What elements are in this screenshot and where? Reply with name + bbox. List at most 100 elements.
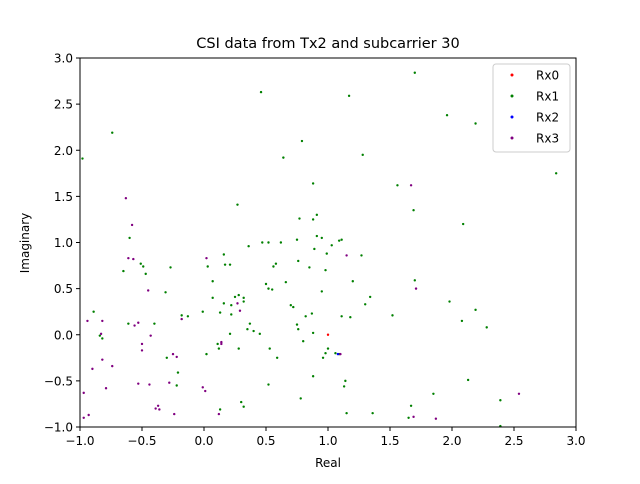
- point-rx3-13: [137, 382, 140, 385]
- point-rx1-9: [361, 153, 364, 157]
- point-rx1-23: [279, 241, 283, 244]
- point-rx1-37: [308, 266, 311, 269]
- x-tick-label: 1.0: [318, 434, 337, 448]
- point-rx1-2: [259, 90, 263, 94]
- point-rx3-1: [130, 223, 134, 227]
- point-rx1-61: [242, 296, 245, 300]
- point-rx1-42: [142, 265, 145, 268]
- point-rx1-0: [81, 157, 84, 160]
- point-rx3-3: [132, 257, 135, 261]
- series-rx2: [336, 352, 340, 356]
- point-rx1-35: [297, 259, 300, 263]
- legend-entry-rx3: Rx3: [510, 132, 559, 146]
- point-rx1-109: [371, 411, 374, 415]
- point-rx1-55: [201, 310, 204, 313]
- point-rx1-70: [310, 312, 314, 315]
- point-rx3-32: [137, 321, 140, 324]
- x-tick-label: 2.0: [442, 434, 461, 448]
- point-rx1-38: [324, 268, 327, 272]
- y-axis-label: Imaginary: [18, 213, 32, 274]
- legend-entries: Rx0 Rx1 Rx2 Rx3: [510, 69, 559, 146]
- point-rx1-43: [144, 272, 147, 276]
- point-rx1-80: [485, 326, 488, 329]
- point-rx1-95: [252, 329, 255, 333]
- point-rx1-11: [396, 184, 399, 187]
- point-rx1-116: [176, 371, 180, 374]
- point-rx1-7: [300, 139, 304, 143]
- point-rx1-65: [267, 287, 270, 290]
- point-rx1-45: [206, 265, 209, 268]
- point-rx1-4: [413, 71, 416, 74]
- point-rx1-99: [302, 340, 305, 343]
- point-rx1-51: [264, 282, 268, 286]
- point-rx1-81: [92, 310, 95, 313]
- point-rx1-113: [466, 378, 470, 382]
- point-rx3-19: [156, 404, 160, 407]
- point-rx1-67: [289, 304, 292, 307]
- x-tick-label: 0.5: [256, 434, 275, 448]
- legend-label: Rx1: [536, 90, 559, 104]
- point-rx1-59: [233, 295, 237, 299]
- legend-label: Rx0: [536, 69, 559, 83]
- point-rx1-24: [295, 238, 299, 241]
- point-rx3-43: [434, 417, 438, 420]
- point-rx1-88: [311, 331, 315, 335]
- point-rx1-31: [325, 252, 328, 255]
- point-rx1-15: [461, 222, 465, 226]
- point-rx3-38: [409, 184, 413, 187]
- point-rx3-37: [238, 309, 242, 312]
- point-rx1-105: [311, 375, 315, 378]
- point-rx1-114: [499, 399, 502, 402]
- point-rx3-22: [173, 412, 176, 416]
- point-rx1-66: [271, 288, 274, 291]
- point-rx1-91: [326, 347, 330, 350]
- y-tick-label: 0.5: [54, 282, 73, 296]
- point-rx1-74: [364, 303, 367, 306]
- point-rx1-100: [218, 408, 222, 411]
- point-rx3-27: [217, 412, 221, 416]
- legend-entry-rx0: Rx0: [510, 69, 559, 83]
- legend-marker: [510, 73, 514, 77]
- point-rx3-17: [149, 334, 152, 337]
- point-rx3-31: [133, 324, 136, 327]
- point-rx0-0: [326, 333, 330, 336]
- point-rx1-62: [242, 300, 245, 303]
- point-rx3-21: [158, 408, 161, 411]
- point-rx3-11: [104, 387, 108, 390]
- point-rx3-28: [86, 319, 89, 323]
- point-rx3-35: [175, 355, 178, 359]
- point-rx1-108: [345, 411, 348, 415]
- point-rx1-103: [267, 383, 270, 386]
- point-rx1-20: [247, 244, 250, 248]
- point-rx1-119: [248, 322, 252, 325]
- point-rx3-44: [517, 392, 521, 395]
- point-rx1-101: [240, 400, 243, 404]
- point-rx1-106: [342, 385, 346, 388]
- point-rx3-16: [140, 342, 144, 346]
- point-rx1-39: [351, 280, 354, 283]
- point-rx1-71: [320, 290, 323, 293]
- point-rx3-10: [101, 358, 104, 361]
- point-rx1-47: [223, 263, 227, 266]
- y-tick-label: 0.0: [54, 328, 73, 342]
- points-layer: [81, 71, 558, 428]
- point-rx1-122: [216, 342, 219, 346]
- point-rx1-92: [334, 352, 337, 355]
- legend-entry-rx1: Rx1: [510, 90, 559, 104]
- point-rx3-40: [345, 254, 348, 257]
- point-rx1-63: [230, 304, 233, 307]
- point-rx2-0: [336, 352, 340, 356]
- legend-box: [492, 63, 571, 153]
- legend-marker: [510, 94, 514, 98]
- point-rx1-76: [391, 314, 394, 317]
- point-rx1-83: [98, 334, 102, 337]
- series-rx1: [81, 71, 558, 428]
- point-rx1-5: [445, 113, 449, 117]
- point-rx1-49: [122, 269, 125, 273]
- point-rx1-104: [299, 397, 302, 400]
- point-rx1-124: [205, 352, 208, 356]
- x-tick-label: 0.0: [194, 434, 213, 448]
- point-rx1-110: [407, 416, 410, 419]
- point-rx1-21: [261, 241, 264, 244]
- point-rx1-17: [311, 218, 315, 221]
